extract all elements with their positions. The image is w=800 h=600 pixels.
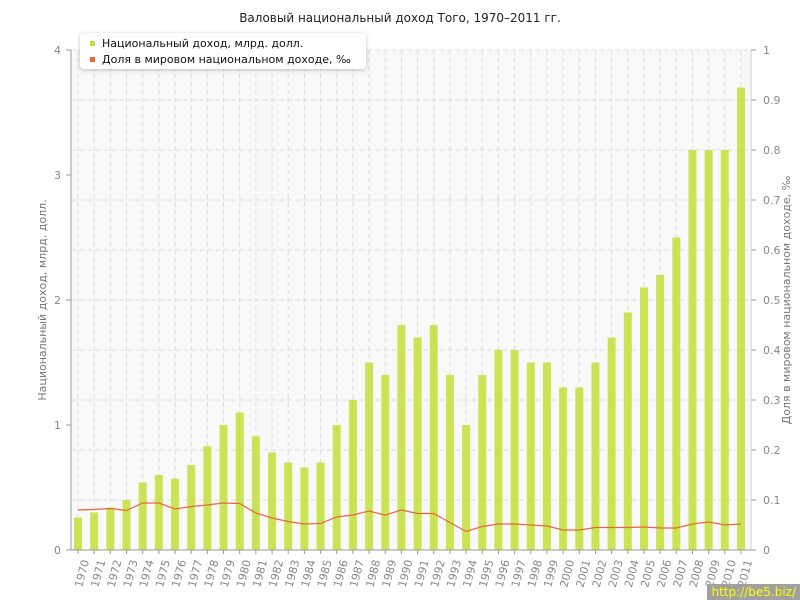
- bar: [559, 387, 568, 550]
- bar: [591, 362, 600, 550]
- bar: [203, 446, 212, 550]
- bar: [445, 375, 454, 550]
- bar: [720, 150, 729, 550]
- bar: [251, 436, 260, 550]
- bar: [542, 362, 551, 550]
- y2-tick-label: 1: [763, 44, 770, 57]
- y2-tick-label: 0.4: [763, 344, 781, 357]
- legend-swatch: [90, 56, 95, 62]
- y2-axis-label: Доля в мировом национальном доходе, ‰: [780, 175, 793, 424]
- bar: [639, 287, 648, 550]
- legend-label: Национальный доход, млрд. долл.: [102, 36, 304, 50]
- y-tick-label: 2: [54, 294, 61, 307]
- bar: [413, 337, 422, 550]
- bar: [365, 362, 374, 550]
- y2-tick-label: 0.6: [763, 244, 781, 257]
- bar: [672, 237, 681, 550]
- bar: [235, 412, 244, 550]
- share-line: [77, 502, 742, 533]
- legend-label: Доля в мировом национальном доходе, ‰: [102, 52, 351, 66]
- y2-tick-label: 0.9: [763, 94, 781, 107]
- bar: [219, 425, 228, 550]
- y2-tick-label: 0.2: [763, 444, 781, 457]
- chart-title: Валовый национальный доход Того, 1970–20…: [239, 11, 561, 25]
- y2-tick-label: 0.5: [763, 294, 781, 307]
- bar: [268, 452, 277, 550]
- y2-tick-label: 0.7: [763, 194, 781, 207]
- bar: [284, 462, 293, 550]
- y-tick-label: 4: [54, 44, 61, 57]
- bar: [656, 275, 665, 550]
- bar: [462, 425, 471, 550]
- bar: [332, 425, 341, 550]
- bar: [381, 375, 390, 550]
- legend-item-share[interactable]: Доля в мировом национальном доходе, ‰: [90, 52, 351, 66]
- bar: [688, 150, 697, 550]
- y2-tick-label: 0.1: [763, 494, 781, 507]
- bar: [90, 512, 99, 550]
- bar: [478, 375, 487, 550]
- bar: [187, 465, 196, 550]
- y2-tick-label: 0.8: [763, 144, 781, 157]
- bar: [74, 517, 82, 550]
- bar: [510, 350, 519, 550]
- legend-item-income[interactable]: Национальный доход, млрд. долл.: [90, 36, 303, 50]
- bar: [704, 150, 713, 550]
- y-tick-label: 0: [54, 544, 61, 557]
- bar: [138, 482, 147, 550]
- legend-swatch: [90, 40, 95, 46]
- watermark[interactable]: http://be5.biz/: [707, 584, 800, 600]
- y-axis-label: Национальный доход, млрд. долл.: [36, 199, 49, 400]
- bar: [429, 325, 438, 550]
- bar: [397, 325, 406, 550]
- bar: [575, 387, 584, 550]
- bar: [106, 507, 115, 550]
- legend: Национальный доход, млрд. долл. Доля в м…: [80, 33, 366, 69]
- y2-tick-label: 0.3: [763, 394, 781, 407]
- bar: [316, 462, 325, 550]
- bar: [300, 467, 309, 550]
- bar: [607, 337, 616, 550]
- bar: [171, 478, 180, 550]
- bar: [526, 362, 535, 550]
- bar: [122, 500, 131, 550]
- bar: [154, 475, 163, 550]
- bar: [348, 400, 357, 550]
- y-tick-label: 1: [54, 419, 61, 432]
- y-tick-label: 3: [54, 169, 61, 182]
- bar: [494, 350, 503, 550]
- bar: [737, 87, 745, 550]
- y2-tick-label: 0: [763, 544, 770, 557]
- bar: [623, 312, 632, 550]
